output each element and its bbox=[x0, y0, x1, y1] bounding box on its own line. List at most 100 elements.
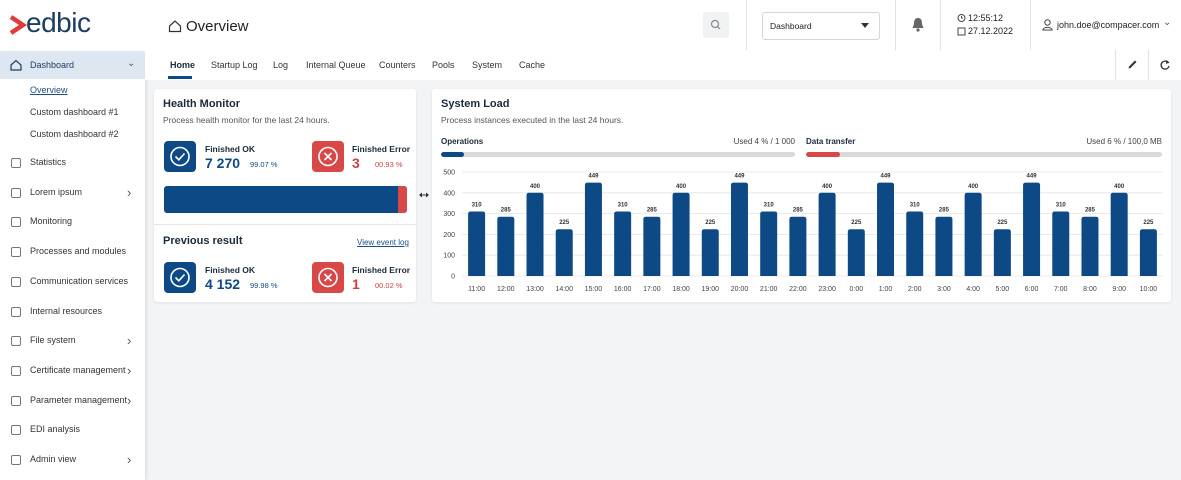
value-label: 285 bbox=[501, 208, 512, 214]
x-tick-label: 0:00 bbox=[850, 286, 864, 293]
x-tick-label: 8:00 bbox=[1083, 286, 1097, 293]
chevron: › bbox=[127, 333, 132, 349]
home-icon bbox=[10, 59, 22, 71]
bar bbox=[1110, 192, 1128, 276]
nav-item[interactable]: Internal resources bbox=[30, 305, 103, 316]
tab[interactable]: Log bbox=[273, 60, 289, 70]
resize-handle[interactable] bbox=[419, 191, 429, 199]
bar bbox=[555, 229, 573, 276]
active-row bbox=[0, 51, 145, 79]
tab[interactable]: Counters bbox=[379, 60, 416, 70]
nav-icon bbox=[11, 158, 21, 168]
dashboard-select[interactable]: Dashboard bbox=[762, 12, 880, 40]
card-subtitle: Process health monitor for the last 24 h… bbox=[163, 115, 330, 125]
chevron: › bbox=[127, 392, 132, 408]
tab-bar bbox=[145, 50, 1181, 80]
divider bbox=[746, 0, 747, 50]
nav-subitem[interactable]: Custom dashboard #1 bbox=[30, 107, 119, 117]
usage-label: Data transfer bbox=[806, 137, 856, 146]
tab[interactable]: Home bbox=[170, 60, 196, 70]
x-tick-label: 23:00 bbox=[818, 286, 836, 293]
nav-item[interactable]: Certificate management bbox=[30, 364, 126, 375]
nav-item[interactable]: Statistics bbox=[30, 157, 67, 167]
x-tick-label: 3:00 bbox=[937, 286, 951, 293]
event-log-link[interactable]: View event log bbox=[357, 238, 409, 247]
active-tab-indicator bbox=[168, 76, 192, 79]
x-tick-label: 6:00 bbox=[1025, 286, 1039, 293]
clock-icons bbox=[957, 14, 966, 36]
select-caret bbox=[861, 23, 869, 28]
value-label: 310 bbox=[618, 203, 629, 209]
divider bbox=[895, 0, 896, 50]
nav-icon bbox=[11, 455, 21, 465]
nav-icon bbox=[11, 187, 21, 198]
nav-item[interactable]: Lorem ipsum bbox=[30, 186, 83, 197]
tab[interactable]: Internal Queue bbox=[306, 60, 366, 70]
nav-icon bbox=[11, 395, 21, 406]
nav-item[interactable]: Processes and modules bbox=[30, 246, 127, 257]
y-tick-label: 500 bbox=[443, 170, 455, 177]
x-tick-label: 16:00 bbox=[614, 286, 632, 293]
page-title: Overview bbox=[186, 18, 249, 35]
value-label: 310 bbox=[472, 203, 483, 209]
bar bbox=[1023, 182, 1041, 276]
sidebar: edbic Dashboard ⌄ Overview Custom dashbo… bbox=[0, 0, 145, 480]
error-label: Finished Error bbox=[352, 144, 411, 154]
bar bbox=[760, 211, 778, 276]
bar bbox=[730, 182, 748, 276]
value-label: 400 bbox=[676, 184, 687, 190]
bar bbox=[964, 192, 982, 276]
value-label: 225 bbox=[997, 220, 1008, 226]
nav-item[interactable]: EDI analysis bbox=[30, 424, 81, 435]
nav-item[interactable]: Parameter management bbox=[30, 394, 128, 405]
refresh-button[interactable] bbox=[1159, 59, 1171, 71]
x-tick-label: 18:00 bbox=[672, 286, 690, 293]
notifications-button[interactable] bbox=[911, 17, 925, 32]
date: 27.12.2022 bbox=[968, 26, 1014, 36]
card-subtitle: Process instances executed in the last 2… bbox=[441, 115, 624, 125]
nav-item[interactable]: Communication services bbox=[30, 275, 129, 286]
x-tick-label: 14:00 bbox=[555, 286, 573, 293]
value-label: 449 bbox=[881, 174, 892, 180]
bar bbox=[847, 229, 865, 276]
nav-item[interactable]: Monitoring bbox=[30, 216, 73, 227]
x-tick-label: 5:00 bbox=[996, 286, 1010, 293]
error-label: Finished Error bbox=[352, 265, 411, 275]
x-tick-label: 9:00 bbox=[1112, 286, 1126, 293]
nav-item[interactable]: Dashboard bbox=[30, 60, 75, 70]
nav-item[interactable]: Admin view bbox=[30, 454, 77, 464]
value-label: 225 bbox=[559, 220, 570, 226]
bar bbox=[643, 216, 661, 276]
x-tick-label: 10:00 bbox=[1140, 286, 1158, 293]
value-label: 225 bbox=[851, 220, 862, 226]
error-icon bbox=[312, 262, 344, 293]
tab[interactable]: System bbox=[472, 60, 503, 70]
value-label: 400 bbox=[822, 184, 833, 190]
y-tick-label: 100 bbox=[443, 253, 455, 260]
search-button[interactable] bbox=[703, 12, 729, 38]
divider bbox=[1148, 50, 1149, 80]
value-label: 310 bbox=[910, 203, 921, 209]
select-value: Dashboard bbox=[770, 21, 812, 31]
bar bbox=[993, 229, 1011, 276]
ok-icon bbox=[164, 141, 196, 172]
logo: edbic bbox=[26, 7, 91, 38]
user-menu[interactable]: john.doe@compacer.com bbox=[1057, 20, 1160, 30]
card-title: System Load bbox=[441, 98, 510, 110]
edit-button[interactable] bbox=[1127, 59, 1138, 70]
nav-subitem[interactable]: Custom dashboard #2 bbox=[30, 129, 119, 139]
usage-bar bbox=[806, 152, 1162, 157]
usage-fill bbox=[441, 152, 464, 157]
nav-item[interactable]: File system bbox=[30, 335, 76, 346]
chevron: › bbox=[127, 362, 132, 378]
divider bbox=[1115, 50, 1116, 80]
value-label: 225 bbox=[1143, 220, 1154, 226]
value-label: 310 bbox=[1056, 203, 1067, 209]
usage-text: Used 4 % / 1 000 bbox=[733, 137, 795, 146]
tab[interactable]: Pools bbox=[432, 60, 455, 70]
tab[interactable]: Cache bbox=[519, 60, 546, 70]
tab[interactable]: Startup Log bbox=[211, 60, 258, 70]
nav-subitem[interactable]: Overview bbox=[30, 85, 68, 95]
usage-bar bbox=[441, 152, 795, 157]
